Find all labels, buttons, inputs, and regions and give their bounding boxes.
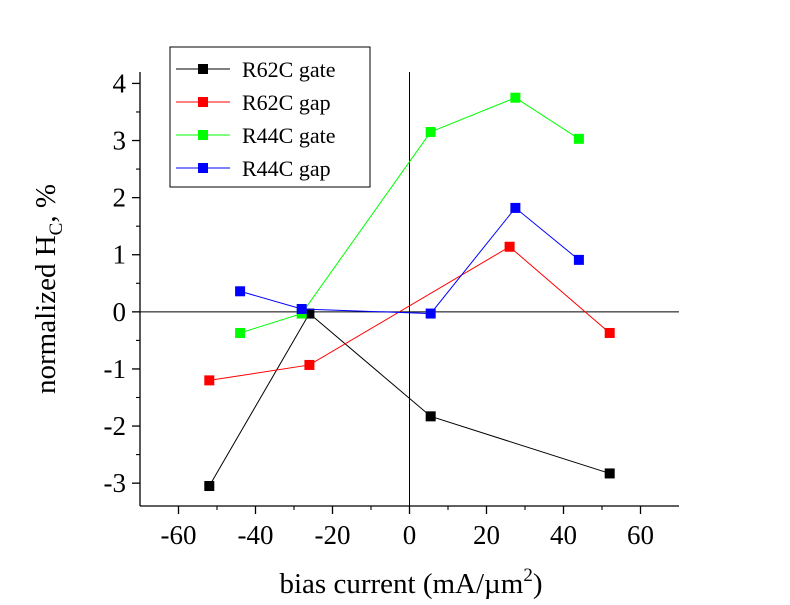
y-tick-label: -2 xyxy=(104,411,127,441)
x-tick-label: 20 xyxy=(473,520,500,550)
x-tick-label: 0 xyxy=(403,520,417,550)
x-tick-label: 40 xyxy=(550,520,577,550)
series-r62c-gate xyxy=(204,308,615,492)
data-point xyxy=(204,481,215,492)
y-tick-label: -3 xyxy=(104,468,127,498)
y-tick-label: 3 xyxy=(113,126,127,156)
legend-marker xyxy=(198,163,208,173)
x-tick-label: 60 xyxy=(627,520,654,550)
y-tick-label: 4 xyxy=(113,68,127,98)
data-point xyxy=(425,126,436,137)
y-axis-title: normalized HC, % xyxy=(30,184,67,394)
series-layer xyxy=(204,92,615,492)
data-point xyxy=(573,133,584,144)
series-line xyxy=(208,312,610,487)
data-point xyxy=(235,286,246,297)
legend-entry: R44C gate xyxy=(176,123,336,148)
legend: R62C gate R62C gap R44C gate R44C gap xyxy=(169,46,371,188)
x-tick-label: -60 xyxy=(161,520,197,550)
legend-label: R44C gate xyxy=(242,123,336,148)
y-tick-label: 2 xyxy=(113,183,127,213)
series-line xyxy=(209,246,611,381)
y-tick-label: 1 xyxy=(113,240,127,270)
legend-entry: R62C gate xyxy=(176,57,336,82)
data-point xyxy=(304,359,315,370)
data-point xyxy=(573,254,584,265)
legend-label: R44C gap xyxy=(242,156,331,181)
data-point xyxy=(504,241,515,252)
y-tick-label: 0 xyxy=(113,297,127,327)
legend-entry: R62C gap xyxy=(176,90,331,115)
data-point xyxy=(604,327,615,338)
axes: -60 -40 -20 0 20 40 60 -3 -2 -1 0 1 2 3 4 xyxy=(104,68,679,550)
data-point xyxy=(296,303,307,314)
data-point xyxy=(304,308,315,319)
data-point xyxy=(425,411,436,422)
x-tick-label: -40 xyxy=(238,520,274,550)
legend-label: R62C gate xyxy=(242,57,336,82)
legend-entry: R44C gap xyxy=(176,156,331,181)
series-r44c-gap xyxy=(235,202,584,319)
legend-marker xyxy=(198,130,208,140)
data-point xyxy=(425,308,436,319)
series-r62c-gap xyxy=(204,241,615,386)
data-point xyxy=(510,92,521,103)
data-point xyxy=(204,375,215,386)
y-tick-label: -1 xyxy=(104,354,127,384)
x-tick-label: -20 xyxy=(315,520,351,550)
data-point xyxy=(235,327,246,338)
legend-marker xyxy=(198,97,208,107)
data-point xyxy=(510,202,521,213)
data-point xyxy=(604,468,615,479)
x-axis-title: bias current (mA/µm2) xyxy=(280,565,543,600)
legend-label: R62C gap xyxy=(242,90,331,115)
legend-marker xyxy=(198,64,208,74)
